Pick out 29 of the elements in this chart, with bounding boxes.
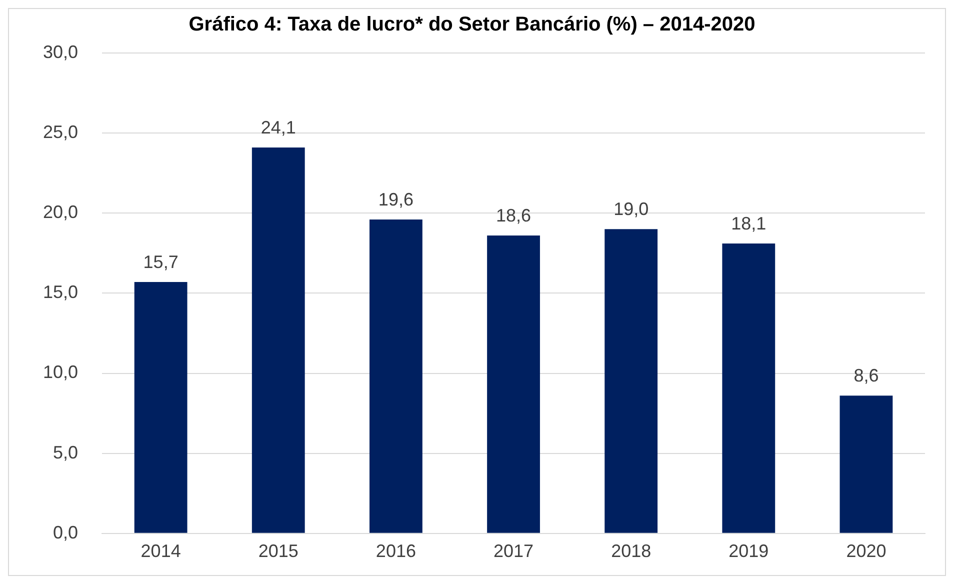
bar bbox=[487, 236, 540, 533]
x-tick-label: 2020 bbox=[846, 541, 886, 562]
x-tick-label: 2017 bbox=[493, 541, 534, 562]
data-label: 19,0 bbox=[614, 199, 649, 220]
y-tick-label: 25,0 bbox=[42, 122, 78, 142]
x-tick-label: 2019 bbox=[728, 541, 769, 562]
y-tick-label: 5,0 bbox=[53, 442, 78, 462]
bar bbox=[840, 396, 893, 533]
data-label: 8,6 bbox=[854, 366, 879, 386]
y-tick-label: 0,0 bbox=[53, 522, 78, 542]
chart-title: Gráfico 4: Taxa de lucro* do Setor Bancário (%) – 2014-2020 bbox=[188, 14, 756, 36]
x-tick-label: 2015 bbox=[258, 541, 298, 562]
y-tick-label: 15,0 bbox=[42, 282, 78, 302]
y-tick-label: 20,0 bbox=[42, 202, 78, 222]
bar bbox=[134, 282, 188, 533]
bar bbox=[722, 244, 776, 533]
data-label: 15,7 bbox=[143, 252, 178, 272]
x-tick-label: 2014 bbox=[140, 541, 181, 562]
bar bbox=[252, 147, 305, 533]
y-tick-label: 10,0 bbox=[42, 362, 78, 382]
data-label: 24,1 bbox=[260, 117, 296, 138]
x-tick-label: 2016 bbox=[376, 541, 416, 562]
x-tick-label: 2018 bbox=[611, 541, 652, 562]
bar bbox=[604, 229, 658, 533]
y-tick-label: 30,0 bbox=[42, 42, 78, 62]
bar bbox=[370, 220, 422, 533]
data-label: 18,1 bbox=[731, 214, 766, 234]
data-label: 18,6 bbox=[496, 206, 532, 226]
data-label: 19,6 bbox=[378, 190, 414, 210]
